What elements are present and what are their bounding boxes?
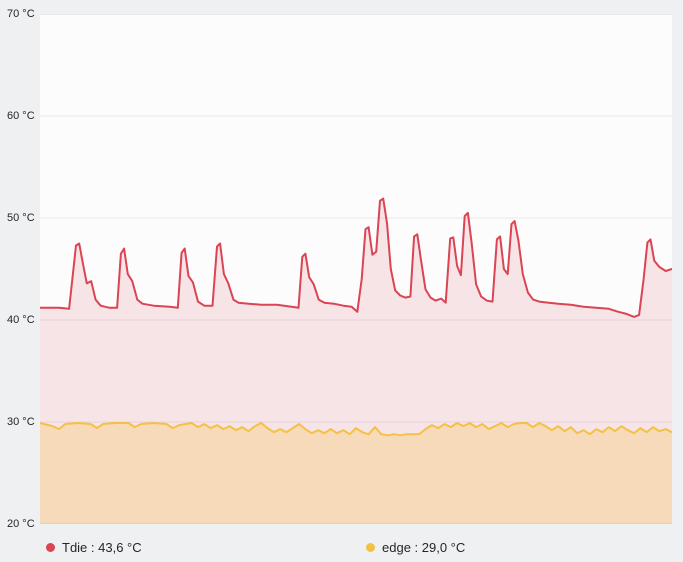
tdie-legend-dot-icon xyxy=(46,543,55,552)
y-axis-tick-50: 50 °C xyxy=(7,212,35,224)
tdie-legend-label: Tdie : 43,6 °C xyxy=(62,540,142,555)
y-axis-tick-60: 60 °C xyxy=(7,110,35,122)
plot-area xyxy=(40,14,672,524)
y-axis-tick-40: 40 °C xyxy=(7,314,35,326)
y-axis-tick-20: 20 °C xyxy=(7,518,35,530)
chart-legend: Tdie : 43,6 °C edge : 29,0 °C xyxy=(0,533,683,562)
edge-legend-label: edge : 29,0 °C xyxy=(382,540,466,555)
y-axis-tick-30: 30 °C xyxy=(7,416,35,428)
legend-item-edge: edge : 29,0 °C xyxy=(366,533,465,562)
chart-svg xyxy=(40,14,672,524)
legend-item-tdie: Tdie : 43,6 °C xyxy=(46,533,142,562)
y-axis-tick-70: 70 °C xyxy=(7,8,35,20)
edge-legend-dot-icon xyxy=(366,543,375,552)
